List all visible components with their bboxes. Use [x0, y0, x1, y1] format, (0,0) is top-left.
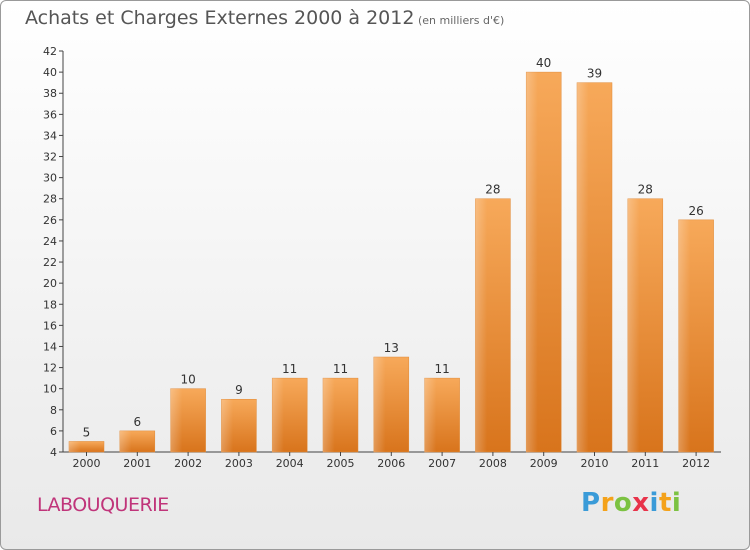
bar-highlight: [221, 399, 234, 452]
y-tick-label: 38: [43, 87, 57, 100]
bar-highlight: [272, 378, 284, 452]
bar-highlight: [526, 72, 538, 453]
x-tick-label: 2012: [682, 457, 710, 470]
bar-highlight: [323, 378, 335, 452]
data-label: 11: [333, 362, 348, 376]
y-tick-label: 24: [43, 235, 57, 248]
y-tick-label: 30: [43, 172, 57, 185]
y-tick-label: 10: [43, 383, 57, 396]
x-tick-label: 2003: [225, 457, 253, 470]
y-tick-label: 16: [43, 319, 57, 332]
bar-highlight: [678, 219, 691, 452]
y-tick-label: 32: [43, 151, 57, 164]
y-tick-label: 22: [43, 256, 57, 269]
y-tick-label: 6: [50, 425, 57, 438]
bar-highlight: [475, 198, 488, 452]
y-tick-label: 28: [43, 193, 57, 206]
bars: 5 6 10 9 11 11 13 11 28 40 39 28 26: [68, 56, 714, 453]
x-tick-label: 2011: [631, 457, 659, 470]
data-label: 11: [434, 362, 449, 376]
data-label: 9: [235, 383, 243, 397]
data-label: 39: [587, 67, 602, 81]
y-axis-ticks: 4 6 8 10 12 14 16 18 20 22 24 26 28 30 32 34 36 38 40 42: [43, 45, 63, 459]
data-label: 5: [83, 425, 91, 439]
x-tick-label: 2007: [428, 457, 456, 470]
logo-letter: o: [613, 488, 633, 518]
y-tick-label: 4: [50, 446, 57, 459]
logo-letter: i: [649, 488, 659, 518]
y-tick-label: 14: [43, 340, 57, 353]
logo-letter: t: [658, 488, 672, 518]
data-label: 11: [282, 362, 297, 376]
bar-highlight: [577, 82, 589, 452]
data-label: 13: [384, 341, 399, 355]
y-tick-label: 26: [43, 214, 57, 227]
bar-highlight: [119, 430, 132, 452]
x-tick-label: 2001: [123, 457, 151, 470]
bar-highlight: [170, 388, 183, 452]
bar-highlight: [69, 441, 81, 452]
y-tick-label: 20: [43, 277, 57, 290]
data-label: 40: [536, 56, 551, 70]
y-tick-label: 42: [43, 45, 57, 58]
place-name: LABOUQUERIE: [37, 494, 169, 516]
x-axis-ticks: 2000 2001 2002 2003 2004 2005 2006 2007 2008 2009…: [73, 452, 710, 470]
y-tick-label: 34: [43, 129, 57, 142]
bar-highlight: [627, 198, 640, 452]
logo-letter: r: [600, 488, 614, 518]
x-tick-label: 2006: [377, 457, 405, 470]
x-tick-label: 2010: [581, 457, 609, 470]
y-tick-label: 36: [43, 108, 57, 121]
y-tick-label: 12: [43, 362, 57, 375]
logo-letter: i: [671, 488, 682, 518]
y-tick-label: 40: [43, 66, 57, 79]
x-tick-label: 2004: [276, 457, 304, 470]
bar-highlight: [424, 378, 437, 452]
logo-letter: P: [581, 488, 601, 518]
chart-unit: (en milliers d'€): [418, 14, 505, 27]
bar-highlight: [373, 357, 386, 452]
data-label: 26: [688, 204, 703, 218]
chart-title: Achats et Charges Externes 2000 à 2012: [25, 7, 415, 29]
data-label: 10: [180, 373, 195, 387]
y-tick-label: 8: [50, 404, 57, 417]
y-tick-label: 18: [43, 298, 57, 311]
x-tick-label: 2000: [73, 457, 101, 470]
data-label: 6: [133, 415, 141, 429]
x-tick-label: 2002: [174, 457, 202, 470]
proxiti-logo[interactable]: Proxiti: [581, 488, 681, 518]
data-label: 28: [485, 183, 500, 197]
x-tick-label: 2008: [479, 457, 507, 470]
x-tick-label: 2005: [327, 457, 355, 470]
x-tick-label: 2009: [530, 457, 558, 470]
data-label: 28: [638, 183, 653, 197]
logo-letter: x: [632, 488, 650, 518]
